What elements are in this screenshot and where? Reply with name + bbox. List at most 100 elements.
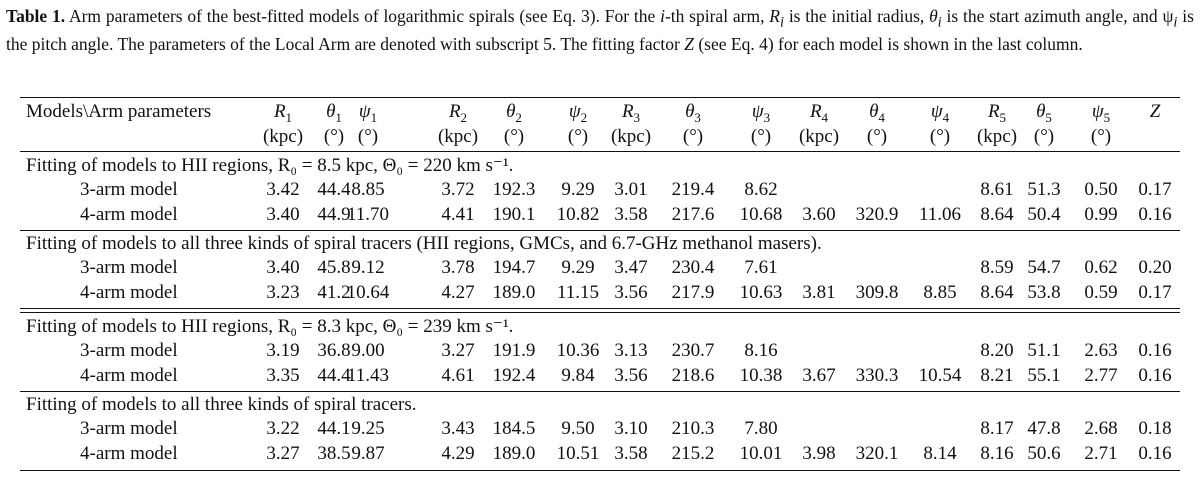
column-header: ψ2: [569, 101, 587, 129]
table-cell: 53.8: [1027, 282, 1061, 303]
table-cell: 10.01: [739, 443, 783, 464]
table-cell: 10.64: [346, 282, 390, 303]
table-cell: 3.47: [614, 257, 648, 278]
table-cell: 10.51: [556, 443, 600, 464]
table-cell: 3.98: [802, 443, 836, 464]
table-cell: 3.58: [614, 204, 648, 225]
caption-symbol: R: [769, 6, 780, 26]
table-cell: 189.0: [492, 282, 536, 303]
table-cell: 0.18: [1138, 418, 1172, 439]
table-cell: 9.25: [351, 418, 385, 439]
table-cell: 47.8: [1027, 418, 1061, 439]
table-cell: 0.62: [1084, 257, 1118, 278]
table-cell: 320.9: [855, 204, 899, 225]
column-unit: (kpc): [437, 126, 479, 147]
table-cell: 8.14: [923, 443, 957, 464]
caption-symbol: ψ: [1162, 6, 1174, 26]
table-cell: 3.58: [614, 443, 648, 464]
table-cell: 44.4: [317, 365, 351, 386]
column-header: R4: [810, 101, 828, 129]
column-subscript: 3: [633, 109, 641, 125]
column-unit: (°): [567, 126, 589, 147]
table-cell: 3.27: [266, 443, 300, 464]
column-unit: (°): [1090, 126, 1112, 147]
table-cell: 4.61: [441, 365, 475, 386]
table-cell: 44.4: [317, 179, 351, 200]
table-cell: 0.17: [1138, 282, 1172, 303]
section-title: Fitting of models to all three kinds of …: [26, 394, 417, 415]
table-cell: 3.78: [441, 257, 475, 278]
table-cell: 7.61: [744, 257, 778, 278]
column-unit: (°): [503, 126, 525, 147]
column-header: θ3: [685, 101, 701, 129]
table-cell: 44.1: [317, 418, 351, 439]
table-cell: 8.59: [980, 257, 1014, 278]
table-cell: 2.63: [1084, 340, 1118, 361]
column-unit: (kpc): [798, 126, 840, 147]
column-subscript: 4: [878, 109, 885, 125]
column-subscript: 5: [1103, 109, 1111, 125]
column-header: R2: [449, 101, 467, 129]
table-cell: 0.16: [1138, 365, 1172, 386]
table-cell: 3.13: [614, 340, 648, 361]
column-symbol: ψ: [751, 101, 764, 122]
table-cell: 3.43: [441, 418, 475, 439]
table-cell: 3.40: [266, 257, 300, 278]
table-cell: 0.17: [1138, 179, 1172, 200]
table-cell: 0.16: [1138, 340, 1172, 361]
table-cell: 3.60: [802, 204, 836, 225]
table-rule: [20, 470, 1180, 471]
table-cell: 3.23: [266, 282, 300, 303]
table-cell: 8.21: [980, 365, 1014, 386]
column-header: Z: [1150, 101, 1161, 123]
column-unit: (kpc): [976, 126, 1018, 147]
column-header: θ1: [326, 101, 342, 129]
caption-label: Table 1.: [6, 6, 66, 26]
column-unit: (°): [750, 126, 772, 147]
column-subscript: 1: [285, 109, 293, 125]
column-unit: (°): [357, 126, 379, 147]
table-cell: 9.87: [351, 443, 385, 464]
column-symbol: θ: [326, 101, 336, 122]
table-cell: 215.2: [671, 443, 715, 464]
column-subscript: 3: [763, 109, 771, 125]
column-subscript: 2: [515, 109, 522, 125]
column-symbol: R: [273, 101, 286, 122]
table-cell: 3.22: [266, 418, 300, 439]
model-name: 3-arm model: [80, 257, 178, 278]
table-cell: 9.00: [351, 340, 385, 361]
column-subscript: 1: [335, 109, 342, 125]
table-cell: 4.27: [441, 282, 475, 303]
table-cell: 36.8: [317, 340, 351, 361]
table-cell: 7.80: [744, 418, 778, 439]
table-cell: 3.10: [614, 418, 648, 439]
column-header: θ2: [506, 101, 522, 129]
caption-symbol: θ: [929, 6, 938, 26]
section-title: Fitting of models to HII regions, R₀ = 8…: [26, 316, 514, 337]
column-subscript: 1: [370, 109, 378, 125]
column-header: θ5: [1036, 101, 1052, 129]
table-cell: 8.61: [980, 179, 1014, 200]
table-cell: 45.8: [317, 257, 351, 278]
model-name: 3-arm model: [80, 340, 178, 361]
table-caption: Table 1. Arm parameters of the best-fitt…: [6, 6, 1194, 54]
column-symbol: ψ: [568, 101, 581, 122]
table-cell: 3.40: [266, 204, 300, 225]
table-cell: 192.4: [492, 365, 536, 386]
table-cell: 4.41: [441, 204, 475, 225]
model-name: 4-arm model: [80, 365, 178, 386]
table-cell: 210.3: [671, 418, 715, 439]
column-symbol: ψ: [358, 101, 371, 122]
table-cell: 3.67: [802, 365, 836, 386]
table-cell: 54.7: [1027, 257, 1061, 278]
caption-symbol: i: [660, 6, 665, 26]
table-cell: 10.36: [556, 340, 600, 361]
table-cell: 189.0: [492, 443, 536, 464]
column-symbol: R: [987, 101, 1000, 122]
table-cell: 2.77: [1084, 365, 1118, 386]
table-cell: 194.7: [492, 257, 536, 278]
column-unit: (°): [323, 126, 345, 147]
column-header: R1: [274, 101, 292, 129]
table-cell: 3.56: [614, 282, 648, 303]
column-symbol: ψ: [1091, 101, 1104, 122]
